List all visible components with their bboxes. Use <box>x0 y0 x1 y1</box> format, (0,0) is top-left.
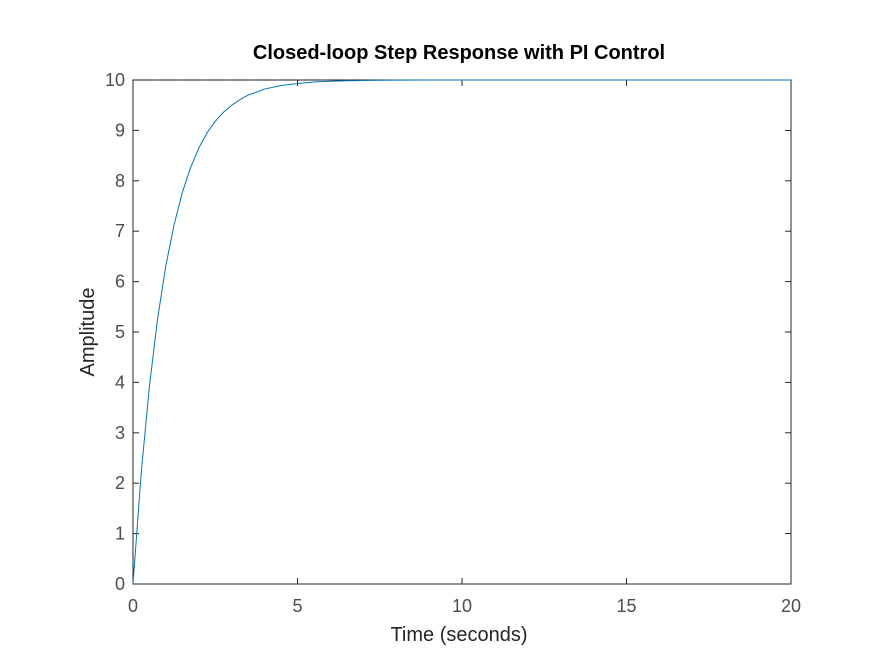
y-tick-label: 10 <box>105 70 125 90</box>
x-axis-label: Time (seconds) <box>390 624 527 646</box>
y-tick-label: 3 <box>115 423 125 443</box>
axes-box <box>132 79 792 585</box>
y-tick-label: 7 <box>115 221 125 241</box>
x-tick-label: 10 <box>452 596 472 616</box>
y-tick-label: 1 <box>115 524 125 544</box>
y-tick-label: 4 <box>115 372 125 392</box>
step-response-line <box>132 79 791 585</box>
x-tick-label: 15 <box>616 596 636 616</box>
y-tick-label: 0 <box>115 574 125 594</box>
chart-title: Closed-loop Step Response with PI Contro… <box>253 42 665 64</box>
x-tick-label: 5 <box>292 596 302 616</box>
y-tick-label: 6 <box>115 272 125 292</box>
y-tick-label: 8 <box>115 171 125 191</box>
y-tick-label: 9 <box>115 120 125 140</box>
x-tick-label: 20 <box>781 596 801 616</box>
y-tick-label: 2 <box>115 473 125 493</box>
y-axis-label: Amplitude <box>77 288 99 377</box>
y-tick-label: 5 <box>115 322 125 342</box>
plot-area: 0 5 10 15 20 0 1 2 3 4 5 6 7 8 9 10 <box>105 70 801 616</box>
x-tick-label: 0 <box>128 596 138 616</box>
